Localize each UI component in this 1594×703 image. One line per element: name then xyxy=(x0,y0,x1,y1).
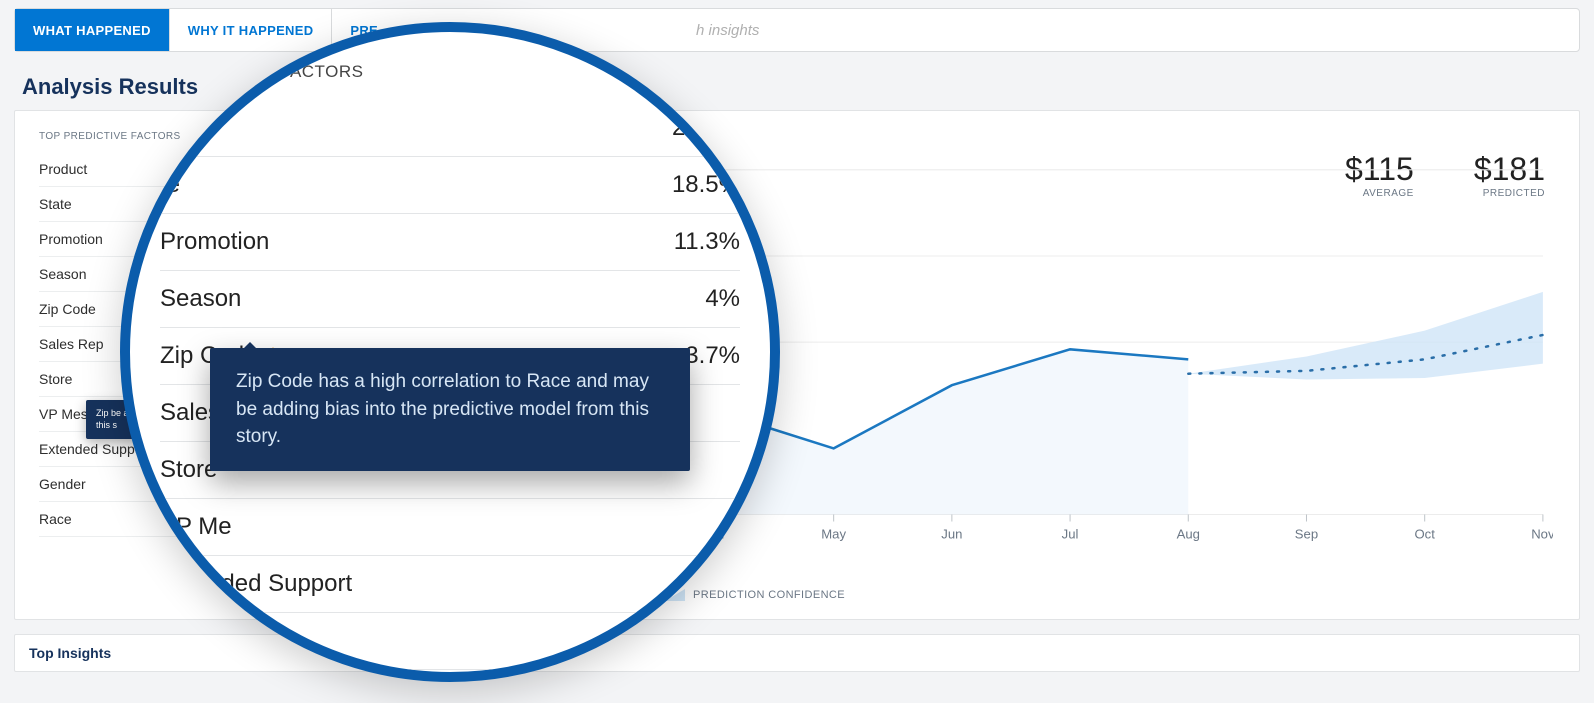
magnifier-overlay: FACTORS ct 23.4% te 18.5% Promotion 11.3% Seas… xyxy=(120,22,780,682)
svg-text:Oct: Oct xyxy=(1414,527,1435,542)
prediction-chart: 0120180240AprMayJunJulAugSepOctNov xyxy=(665,131,1553,555)
magnifier-row-value: 11.3% xyxy=(674,228,740,256)
magnifier-row[interactable]: Protected xyxy=(160,670,740,682)
factor-label: Season xyxy=(39,266,86,282)
magnifier-row-label: Store xyxy=(160,456,217,484)
magnifier-row-value: 23.4% xyxy=(672,114,740,142)
magnifier-row-label: ct xyxy=(160,114,179,142)
magnifier-row-label: VP Me xyxy=(160,513,232,541)
magnifier-row-value: 0.0% xyxy=(685,570,740,598)
tab-bar: WHAT HAPPENED WHY IT HAPPENED PRE h insi… xyxy=(14,8,1580,52)
factor-label: Promotion xyxy=(39,231,103,247)
magnifier-row-value: 18.5% xyxy=(672,171,740,199)
svg-text:Jun: Jun xyxy=(941,527,962,542)
svg-text:Jul: Jul xyxy=(1062,527,1079,542)
factor-label: Product xyxy=(39,161,87,177)
tab-what-happened[interactable]: WHAT HAPPENED xyxy=(15,9,170,51)
svg-text:Aug: Aug xyxy=(1177,527,1200,542)
magnifier-row-label: der xyxy=(160,627,195,655)
factor-label: Store xyxy=(39,371,72,387)
svg-text:Sep: Sep xyxy=(1295,527,1318,542)
svg-text:Nov: Nov xyxy=(1531,527,1553,542)
magnifier-row-label: Season xyxy=(160,285,241,313)
magnifier-row-value: 3.7% xyxy=(685,342,740,370)
magnifier-row[interactable]: Season 4% xyxy=(160,271,740,328)
magnifier-row-label: Extended Support xyxy=(160,570,352,598)
factor-label: Race xyxy=(39,511,72,527)
magnifier-row[interactable]: der Protected xyxy=(160,613,740,670)
magnifier-row-label: te xyxy=(160,171,180,199)
magnifier-row[interactable]: Promotion 11.3% xyxy=(160,214,740,271)
tab-why-it-happened[interactable]: WHY IT HAPPENED xyxy=(170,9,333,51)
factor-label: Gender xyxy=(39,476,86,492)
magnifier-row-value: Protected xyxy=(637,627,740,655)
factor-label: Zip Code xyxy=(39,301,96,317)
magnifier-caption: FACTORS xyxy=(280,62,740,82)
svg-text:May: May xyxy=(821,527,846,542)
magnifier-row-value: 4% xyxy=(705,285,740,313)
factor-label: Sales Rep xyxy=(39,336,104,352)
magnifier-row[interactable]: ct 23.4% xyxy=(160,100,740,157)
magnifier-row-label: Promotion xyxy=(160,228,269,256)
magnifier-row[interactable]: te 18.5% xyxy=(160,157,740,214)
factor-label: State xyxy=(39,196,72,212)
bias-tooltip: Zip Code has a high correlation to Race … xyxy=(210,348,690,471)
magnifier-row[interactable]: VP Me xyxy=(160,499,740,556)
search-input[interactable]: h insights xyxy=(396,9,1579,51)
magnifier-row[interactable]: Extended Support 0.0% xyxy=(160,556,740,613)
